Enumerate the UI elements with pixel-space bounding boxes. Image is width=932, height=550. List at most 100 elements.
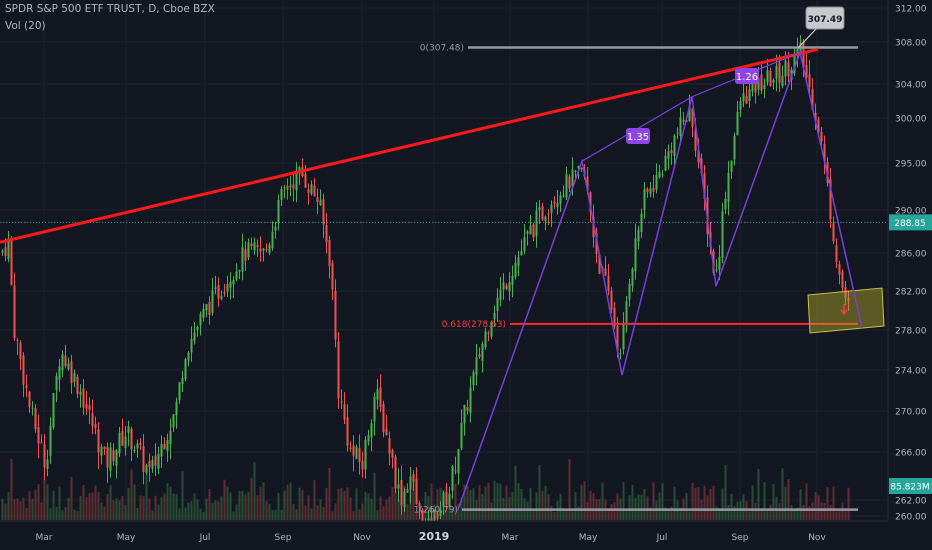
volume-indicator-label[interactable]: Vol (20) — [5, 20, 46, 32]
time-tick-label: May — [117, 533, 136, 543]
volume-bar — [529, 488, 532, 520]
candle-body — [634, 238, 637, 272]
volume-bar — [814, 492, 817, 520]
candle-body — [466, 407, 469, 411]
price-tick-label: 260.00 — [895, 513, 927, 523]
candle-body — [136, 443, 139, 449]
volume-bar — [88, 492, 91, 520]
candle-body — [538, 207, 541, 210]
candle-body — [778, 62, 781, 83]
candle-body — [496, 297, 499, 311]
volume-bar — [607, 510, 610, 520]
volume-bar — [841, 502, 844, 520]
price-tick-label: 278.00 — [895, 327, 927, 337]
candle-body — [463, 404, 466, 424]
volume-bar — [175, 494, 178, 520]
volume-bar — [226, 486, 229, 520]
volume-bar — [628, 495, 631, 520]
candle-body — [589, 192, 592, 213]
volume-bar — [370, 498, 373, 520]
volume-bar — [223, 479, 226, 520]
candle-body — [598, 254, 601, 274]
candle-body — [139, 442, 142, 446]
volume-bar — [298, 487, 301, 520]
candle-body — [673, 135, 676, 156]
candle-body — [505, 285, 508, 290]
candle-body — [157, 453, 160, 469]
volume-bar — [1, 498, 4, 520]
volume-bar — [145, 475, 148, 520]
time-tick-label: Nov — [353, 533, 371, 543]
volume-bar — [838, 510, 841, 520]
candle-body — [478, 354, 481, 357]
volume-bar — [535, 492, 538, 520]
volume-bar — [163, 493, 166, 520]
candle-body — [76, 376, 79, 394]
volume-bar — [646, 496, 649, 520]
candle-body — [334, 290, 337, 340]
candle-body — [217, 285, 220, 299]
volume-bar — [616, 493, 619, 520]
volume-bar — [511, 492, 514, 520]
volume-bar — [625, 509, 628, 520]
candle-body — [703, 172, 706, 199]
volume-bar — [16, 498, 19, 520]
candle-body — [766, 70, 769, 83]
candle-body — [88, 405, 91, 410]
volume-bar — [538, 464, 541, 520]
candle-body — [475, 357, 478, 375]
volume-bar — [109, 485, 112, 520]
candle-body — [61, 354, 64, 371]
volume-bar — [178, 508, 181, 520]
volume-bar — [172, 493, 175, 520]
candle-body — [109, 447, 112, 471]
volume-bar — [460, 497, 463, 520]
volume-bar — [199, 508, 202, 520]
candle-body — [154, 455, 157, 466]
candle-body — [694, 130, 697, 151]
volume-bar — [271, 509, 274, 520]
volume-bar — [46, 484, 49, 520]
candle-body — [16, 340, 19, 342]
candle-body — [112, 450, 115, 462]
candle-body — [289, 185, 292, 187]
volume-bar — [505, 485, 508, 520]
price-tick-label: 300.00 — [895, 115, 927, 125]
candle-body — [592, 216, 595, 238]
volume-bar — [13, 499, 16, 520]
volume-bar — [703, 485, 706, 520]
volume-bar — [388, 496, 391, 520]
current-price-badge-bg — [889, 214, 932, 231]
candle-body — [556, 202, 559, 208]
volume-bar — [685, 493, 688, 520]
candle-body — [787, 62, 790, 77]
volume-bar — [577, 506, 580, 520]
time-tick-label: Jul — [199, 533, 211, 543]
volume-bar — [247, 491, 250, 520]
candle-body — [604, 268, 607, 276]
volume-bar — [187, 502, 190, 520]
volume-bar — [43, 478, 46, 520]
volume-bar — [241, 490, 244, 520]
volume-bar — [151, 510, 154, 520]
volume-bar — [553, 511, 556, 520]
candle-body — [286, 186, 289, 190]
candle-body — [238, 270, 241, 272]
volume-bar — [67, 497, 70, 520]
volume-bar — [22, 497, 25, 520]
volume-bar — [130, 469, 133, 520]
volume-bar — [259, 486, 262, 520]
candle-body — [358, 448, 361, 462]
volume-bar — [169, 486, 172, 520]
candle-body — [607, 275, 610, 291]
volume-bar — [280, 510, 283, 520]
candle-body — [193, 332, 196, 341]
volume-bar — [742, 494, 745, 520]
candle-body — [67, 363, 70, 370]
symbol-title[interactable]: SPDR S&P 500 ETF TRUST, D, Cboe BZX — [5, 3, 215, 15]
candle-body — [28, 391, 31, 407]
candle-body — [829, 179, 832, 220]
volume-bar — [85, 497, 88, 520]
candle-body — [637, 229, 640, 242]
